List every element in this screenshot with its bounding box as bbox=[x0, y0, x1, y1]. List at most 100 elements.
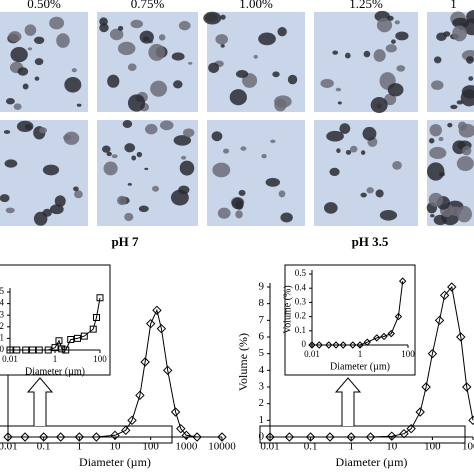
marker bbox=[74, 432, 85, 442]
marker bbox=[346, 432, 356, 442]
marker bbox=[51, 344, 59, 352]
marker bbox=[325, 432, 335, 442]
line bbox=[312, 281, 404, 346]
particle bbox=[438, 172, 445, 177]
panel-title: pH 7 bbox=[111, 234, 139, 249]
particle bbox=[74, 190, 83, 199]
particle bbox=[24, 24, 37, 36]
line bbox=[270, 285, 474, 438]
particle bbox=[235, 210, 243, 219]
particle bbox=[64, 76, 82, 93]
y-tick-label: 4 bbox=[0, 298, 5, 308]
zoom-arrow bbox=[334, 377, 362, 426]
micrograph bbox=[0, 12, 88, 112]
marker bbox=[373, 334, 381, 342]
particle bbox=[335, 87, 342, 92]
marker bbox=[434, 315, 445, 326]
particle bbox=[456, 156, 474, 171]
particle bbox=[391, 39, 396, 44]
marker bbox=[162, 365, 173, 376]
marker bbox=[20, 432, 30, 442]
x-axis-label: Diameter (µm) bbox=[330, 361, 390, 372]
micrograph bbox=[314, 12, 418, 112]
marker bbox=[176, 423, 186, 434]
x-tick-label: 100 bbox=[424, 441, 441, 453]
particle bbox=[179, 160, 195, 176]
particle bbox=[150, 80, 168, 97]
column-label: 1.25% bbox=[349, 0, 383, 11]
particle bbox=[76, 103, 82, 107]
inset-frame bbox=[0, 264, 111, 376]
marker bbox=[93, 314, 101, 322]
particle bbox=[366, 187, 374, 194]
marker bbox=[152, 305, 162, 316]
marker bbox=[22, 346, 30, 354]
particle bbox=[49, 16, 65, 30]
particle bbox=[208, 62, 220, 74]
particle bbox=[103, 161, 118, 176]
particle bbox=[178, 20, 191, 31]
marker bbox=[192, 432, 202, 442]
particle bbox=[117, 25, 124, 31]
marker bbox=[6, 346, 14, 354]
particle bbox=[450, 104, 458, 110]
marker bbox=[62, 346, 70, 354]
particle bbox=[211, 131, 223, 142]
particle bbox=[345, 149, 352, 155]
marker bbox=[29, 346, 36, 354]
particle bbox=[220, 14, 226, 20]
marker bbox=[339, 341, 347, 349]
particle bbox=[431, 80, 444, 91]
marker bbox=[394, 312, 403, 321]
column-label: 1 bbox=[450, 0, 457, 11]
marker bbox=[308, 341, 316, 349]
particle bbox=[394, 20, 400, 25]
particle bbox=[127, 182, 132, 186]
particle bbox=[433, 56, 442, 64]
particle bbox=[320, 78, 334, 89]
x-tick-label: 10000 bbox=[208, 441, 236, 453]
particle bbox=[375, 189, 384, 198]
particle bbox=[171, 52, 185, 61]
marker bbox=[365, 432, 376, 442]
particle bbox=[466, 9, 474, 24]
marker bbox=[13, 346, 21, 354]
particle bbox=[127, 63, 137, 72]
particle bbox=[5, 98, 15, 105]
particle bbox=[452, 17, 470, 28]
marker bbox=[265, 432, 275, 442]
particle bbox=[339, 123, 351, 134]
particle bbox=[107, 74, 120, 88]
particle bbox=[212, 162, 231, 178]
particle bbox=[25, 123, 32, 130]
particle bbox=[360, 192, 367, 198]
particle bbox=[376, 17, 393, 33]
particle bbox=[395, 31, 409, 41]
particle bbox=[0, 194, 10, 203]
particle bbox=[426, 162, 445, 181]
x-axis-label: Diameter (µm) bbox=[25, 366, 85, 377]
particle bbox=[127, 94, 146, 112]
micrographs bbox=[0, 9, 474, 226]
particle bbox=[27, 47, 33, 51]
particle bbox=[181, 155, 187, 160]
particle bbox=[253, 54, 258, 59]
x-tick-label: 1000 bbox=[462, 441, 474, 453]
y-tick-label: 0 bbox=[0, 344, 5, 354]
particle bbox=[387, 83, 404, 97]
marker bbox=[74, 334, 81, 342]
particle bbox=[34, 58, 44, 66]
marker bbox=[80, 332, 88, 340]
particle bbox=[277, 26, 287, 37]
marker bbox=[427, 348, 438, 359]
particle bbox=[460, 89, 474, 107]
marker bbox=[58, 345, 66, 353]
marker bbox=[67, 336, 75, 344]
particle bbox=[379, 210, 398, 221]
particle bbox=[278, 190, 286, 198]
panel-title: pH 3.5 bbox=[352, 234, 389, 249]
particle bbox=[447, 122, 453, 128]
particle bbox=[116, 195, 127, 206]
